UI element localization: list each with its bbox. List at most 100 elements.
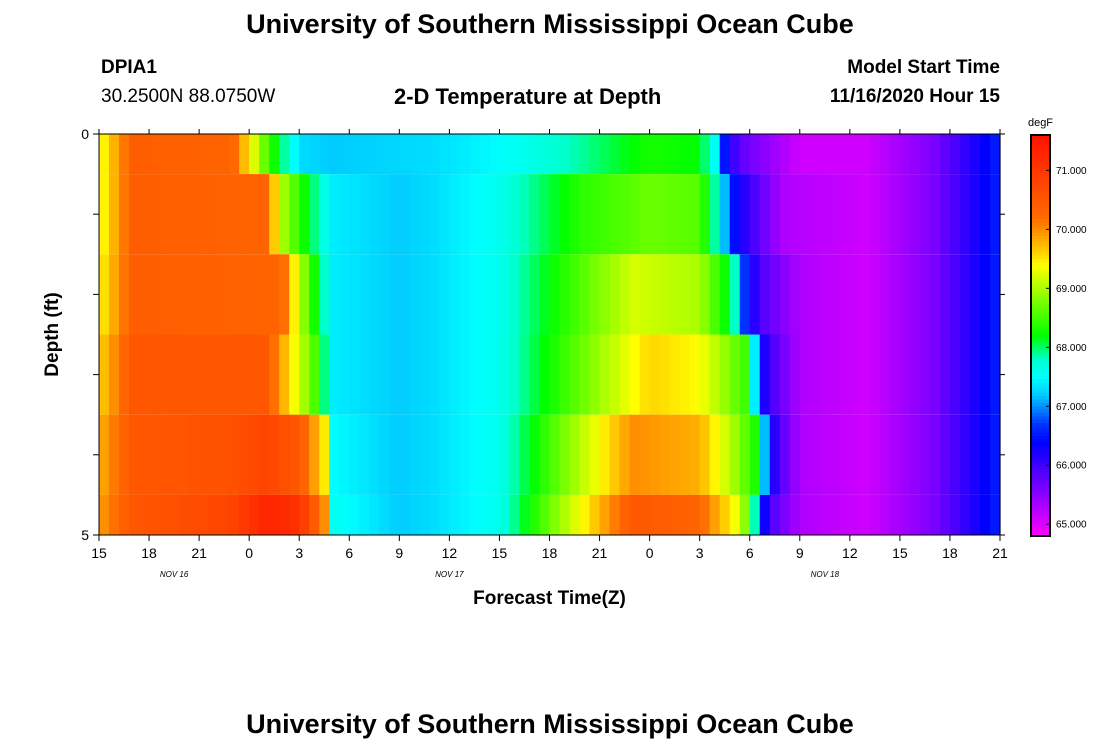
colorbar-segment (1031, 502, 1050, 507)
heatmap-cell (819, 254, 831, 335)
heatmap-cell (819, 334, 831, 415)
heatmap-cell (149, 134, 160, 175)
heatmap-cell (419, 414, 430, 495)
heatmap-cell (529, 414, 541, 495)
heatmap-cell (769, 334, 781, 415)
heatmap-cell (239, 334, 250, 415)
heatmap-cell (439, 174, 450, 255)
heatmap-cell (289, 494, 300, 535)
heatmap-cell (749, 174, 761, 255)
heatmap-cell (509, 174, 521, 255)
heatmap-cell (969, 414, 981, 495)
heatmap-cell (259, 174, 270, 255)
heatmap-cell (659, 494, 671, 535)
heatmap-cell (179, 134, 190, 175)
heatmap-cell (639, 174, 651, 255)
heatmap-cell (119, 494, 130, 535)
heatmap-cell (309, 414, 320, 495)
colorbar-segment (1031, 435, 1050, 440)
x-tick-label: 0 (245, 545, 253, 561)
heatmap-cell (119, 134, 130, 175)
heatmap-cell (109, 134, 120, 175)
heatmap-cell (219, 334, 230, 415)
heatmap-cell (539, 174, 551, 255)
heatmap-cell (819, 174, 831, 255)
heatmap-cell (119, 414, 130, 495)
colorbar-segment (1031, 188, 1050, 193)
colorbar-segment (1031, 362, 1050, 367)
heatmap-cell (519, 254, 531, 335)
colorbar-segment (1031, 465, 1050, 470)
heatmap-cell (659, 254, 671, 335)
colorbar-segment (1031, 495, 1050, 500)
colorbar-segment (1031, 325, 1050, 330)
heatmap-cell (369, 414, 380, 495)
heatmap-cell (559, 494, 571, 535)
x-tick-label: 18 (542, 545, 558, 561)
y-tick-label: 5 (81, 527, 89, 543)
colorbar-segment (1031, 479, 1050, 484)
heatmap-cell (699, 174, 711, 255)
heatmap-cell (599, 134, 611, 175)
heatmap-cell (519, 494, 531, 535)
colorbar-segment (1031, 268, 1050, 273)
colorbar-segment (1031, 512, 1050, 517)
heatmap-cell (319, 134, 330, 175)
colorbar-segment (1031, 342, 1050, 347)
heatmap-cell (459, 254, 471, 335)
heatmap-cell (769, 414, 781, 495)
heatmap-cell (399, 414, 410, 495)
heatmap-cell (689, 134, 701, 175)
colorbar-segment (1031, 312, 1050, 316)
heatmap-cell (369, 494, 380, 535)
heatmap-cell (759, 254, 771, 335)
heatmap-cell (699, 254, 711, 335)
heatmap-cell (569, 414, 581, 495)
heatmap-cell (579, 334, 591, 415)
x-tick-label: 6 (345, 545, 353, 561)
colorbar-tick-label: 69.000 (1056, 284, 1087, 295)
heatmap-cell (829, 414, 841, 495)
heatmap-cell (609, 494, 621, 535)
heatmap-cell (219, 254, 230, 335)
heatmap-cell (129, 414, 140, 495)
heatmap-cell (889, 414, 901, 495)
heatmap-cell (229, 494, 240, 535)
heatmap-cell (349, 254, 360, 335)
heatmap-cell (499, 254, 511, 335)
colorbar-segment (1031, 165, 1050, 169)
heatmap-cell (959, 334, 971, 415)
heatmap-cell (799, 494, 811, 535)
heatmap-cell (399, 134, 410, 175)
heatmap-cell (879, 134, 891, 175)
heatmap-cell (149, 494, 160, 535)
heatmap-cell (299, 134, 310, 175)
heatmap-cell (339, 254, 350, 335)
heatmap-cell (319, 334, 330, 415)
heatmap-cell (909, 174, 921, 255)
colorbar-tick-label: 67.000 (1056, 402, 1087, 413)
heatmap-cell (629, 494, 641, 535)
colorbar-segment (1031, 452, 1050, 457)
heatmap-cell (379, 174, 390, 255)
heatmap-cell (119, 254, 130, 335)
colorbar-segment (1031, 231, 1050, 236)
heatmap-cell (129, 494, 140, 535)
heatmap-cell (989, 334, 1001, 415)
heatmap-cell (299, 334, 310, 415)
x-tick-label: 9 (395, 545, 403, 561)
colorbar-segment (1031, 285, 1050, 290)
colorbar-segment (1031, 191, 1050, 196)
heatmap-cell (889, 174, 901, 255)
heatmap-cell (639, 134, 651, 175)
heatmap-cell (129, 334, 140, 415)
heatmap-cell (919, 174, 931, 255)
heatmap-cell (349, 334, 360, 415)
colorbar-segment (1031, 241, 1050, 246)
heatmap-cell (229, 414, 240, 495)
heatmap-cell (609, 334, 621, 415)
heatmap-cell (719, 414, 731, 495)
heatmap-cell (289, 174, 300, 255)
heatmap-cell (429, 254, 440, 335)
heatmap-cell (559, 334, 571, 415)
